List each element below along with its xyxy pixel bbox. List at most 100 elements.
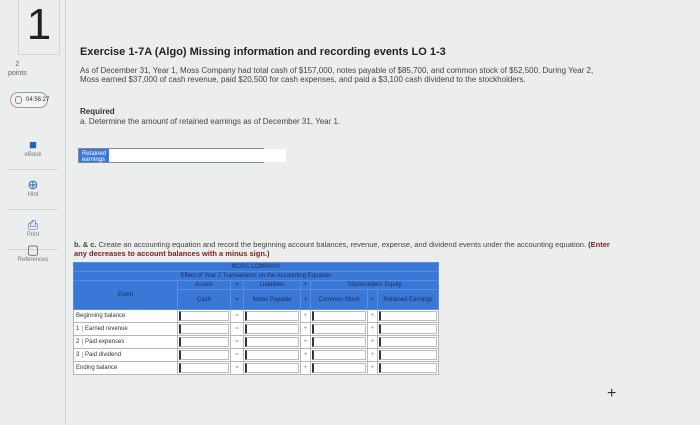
cash-input[interactable] — [179, 337, 229, 347]
notes-payable-header: Notes Payable — [243, 289, 301, 310]
book-icon: ■ — [29, 137, 37, 152]
event-label: Ending balance — [76, 365, 118, 371]
retained-earnings-input[interactable] — [109, 149, 287, 162]
common-stock-cell — [310, 361, 368, 375]
part-bc-note: (Enter any decreases to account balances… — [74, 240, 610, 258]
notes-payable-input[interactable] — [245, 337, 299, 347]
cash-cell — [177, 322, 231, 336]
part-bc-body: Create an accounting equation and record… — [96, 240, 589, 249]
cash-input[interactable] — [179, 324, 229, 334]
retained-earnings-input[interactable] — [379, 324, 437, 334]
timer-value: 04:56:27 — [26, 97, 50, 103]
ebook-button[interactable]: ■ eBook — [8, 130, 58, 170]
notes-payable-cell — [243, 361, 301, 375]
table-row: 2 Paid expenses = + + — [73, 335, 439, 349]
retained-earnings-input[interactable] — [379, 337, 437, 347]
plus-sign: + — [300, 322, 311, 336]
references-label: References — [17, 257, 49, 263]
retained-earnings-input[interactable] — [379, 363, 437, 373]
plus-sign: + — [367, 309, 378, 323]
event-number: 1 — [76, 326, 83, 332]
common-stock-input[interactable] — [312, 311, 366, 321]
ebook-label: eBook — [24, 152, 42, 158]
event-cell: Ending balance — [73, 361, 178, 375]
retained-earnings-field: Retained earnings — [78, 148, 287, 163]
question-number: 1 — [18, 0, 60, 55]
accounting-equation-table: MOSS COMPANY Effect of Year 2 Transactio… — [73, 262, 439, 375]
plus-sign: + — [300, 348, 311, 362]
notes-payable-input[interactable] — [245, 363, 299, 373]
retained-earnings-cell — [377, 348, 439, 362]
retained-earnings-header: Retained Earnings — [377, 289, 439, 310]
lifebuoy-icon: ⊕ — [27, 177, 39, 192]
plus-sign: + — [300, 289, 311, 310]
liabilities-header: Liabilities — [243, 280, 301, 290]
plus-sign: + — [367, 348, 378, 362]
equals-sign: = — [230, 322, 244, 336]
references-button[interactable]: ▢ References — [8, 235, 58, 275]
common-stock-cell — [310, 322, 368, 336]
retained-earnings-cell — [377, 322, 439, 336]
printer-icon: ⎙ — [27, 217, 39, 232]
retained-earnings-input[interactable] — [379, 350, 437, 360]
notes-payable-cell — [243, 335, 301, 349]
plus-sign: + — [300, 361, 311, 375]
timer-icon — [15, 96, 22, 104]
equals-sign: = — [230, 289, 244, 310]
common-stock-input[interactable] — [312, 350, 366, 360]
retained-earnings-cell — [377, 361, 439, 375]
notes-payable-input[interactable] — [245, 324, 299, 334]
hint-label: Hint — [27, 192, 39, 198]
part-a-text: a. Determine the amount of retained earn… — [80, 117, 341, 126]
common-stock-cell — [310, 348, 368, 362]
cash-input[interactable] — [179, 311, 229, 321]
cash-input[interactable] — [179, 350, 229, 360]
event-header: Event — [73, 280, 178, 310]
event-label: Earned revenue — [85, 326, 128, 332]
event-label: Beginning balance — [76, 313, 126, 319]
event-cell: 2 Paid expenses — [73, 335, 178, 349]
common-stock-input[interactable] — [312, 337, 366, 347]
plus-sign: + — [367, 289, 378, 310]
notes-payable-input[interactable] — [245, 311, 299, 321]
cash-cell — [177, 361, 231, 375]
cash-input[interactable] — [179, 363, 229, 373]
cash-cell — [177, 335, 231, 349]
print-button[interactable]: ⎙ Print — [8, 210, 58, 250]
plus-sign: + — [367, 335, 378, 349]
points-value: 2 — [15, 61, 20, 68]
notes-payable-input[interactable] — [245, 350, 299, 360]
common-stock-input[interactable] — [312, 363, 366, 373]
timer[interactable]: 04:56:27 — [10, 92, 50, 108]
plus-sign: + — [300, 309, 311, 323]
plus-sign: + — [367, 322, 378, 336]
event-cell: Beginning balance — [73, 309, 178, 323]
plus-sign: + — [300, 280, 311, 290]
add-icon[interactable]: + — [607, 385, 617, 402]
equals-sign: = — [230, 348, 244, 362]
event-number: 3 — [76, 352, 83, 358]
cash-cell — [177, 309, 231, 323]
table-row: 3 Paid dividend = + + — [73, 348, 439, 362]
plus-sign: + — [367, 361, 378, 375]
equals-sign: = — [230, 280, 244, 290]
retained-earnings-label: Retained earnings — [79, 149, 110, 163]
event-number: 2 — [76, 339, 83, 345]
table-row: Beginning balance = + + — [73, 309, 439, 323]
plus-sign: + — [300, 335, 311, 349]
retained-earnings-input[interactable] — [379, 311, 437, 321]
table-subtitle: Effect of Year 2 Transactions on the Acc… — [73, 271, 439, 281]
hint-button[interactable]: ⊕ Hint — [8, 170, 58, 210]
company-name: MOSS COMPANY — [73, 262, 439, 272]
event-cell: 3 Paid dividend — [73, 348, 178, 362]
part-bc-text: b. & c. Create an accounting equation an… — [74, 240, 614, 258]
cash-cell — [177, 348, 231, 362]
common-stock-input[interactable] — [312, 324, 366, 334]
assets-header: Assets — [177, 280, 231, 290]
points: 2 points — [8, 60, 27, 78]
document-copy-icon: ▢ — [26, 242, 40, 257]
problem-intro: As of December 31, Year 1, Moss Company … — [80, 66, 594, 84]
required-heading: Required — [80, 107, 115, 116]
event-label: Paid dividend — [85, 352, 122, 358]
retained-earnings-cell — [377, 309, 439, 323]
